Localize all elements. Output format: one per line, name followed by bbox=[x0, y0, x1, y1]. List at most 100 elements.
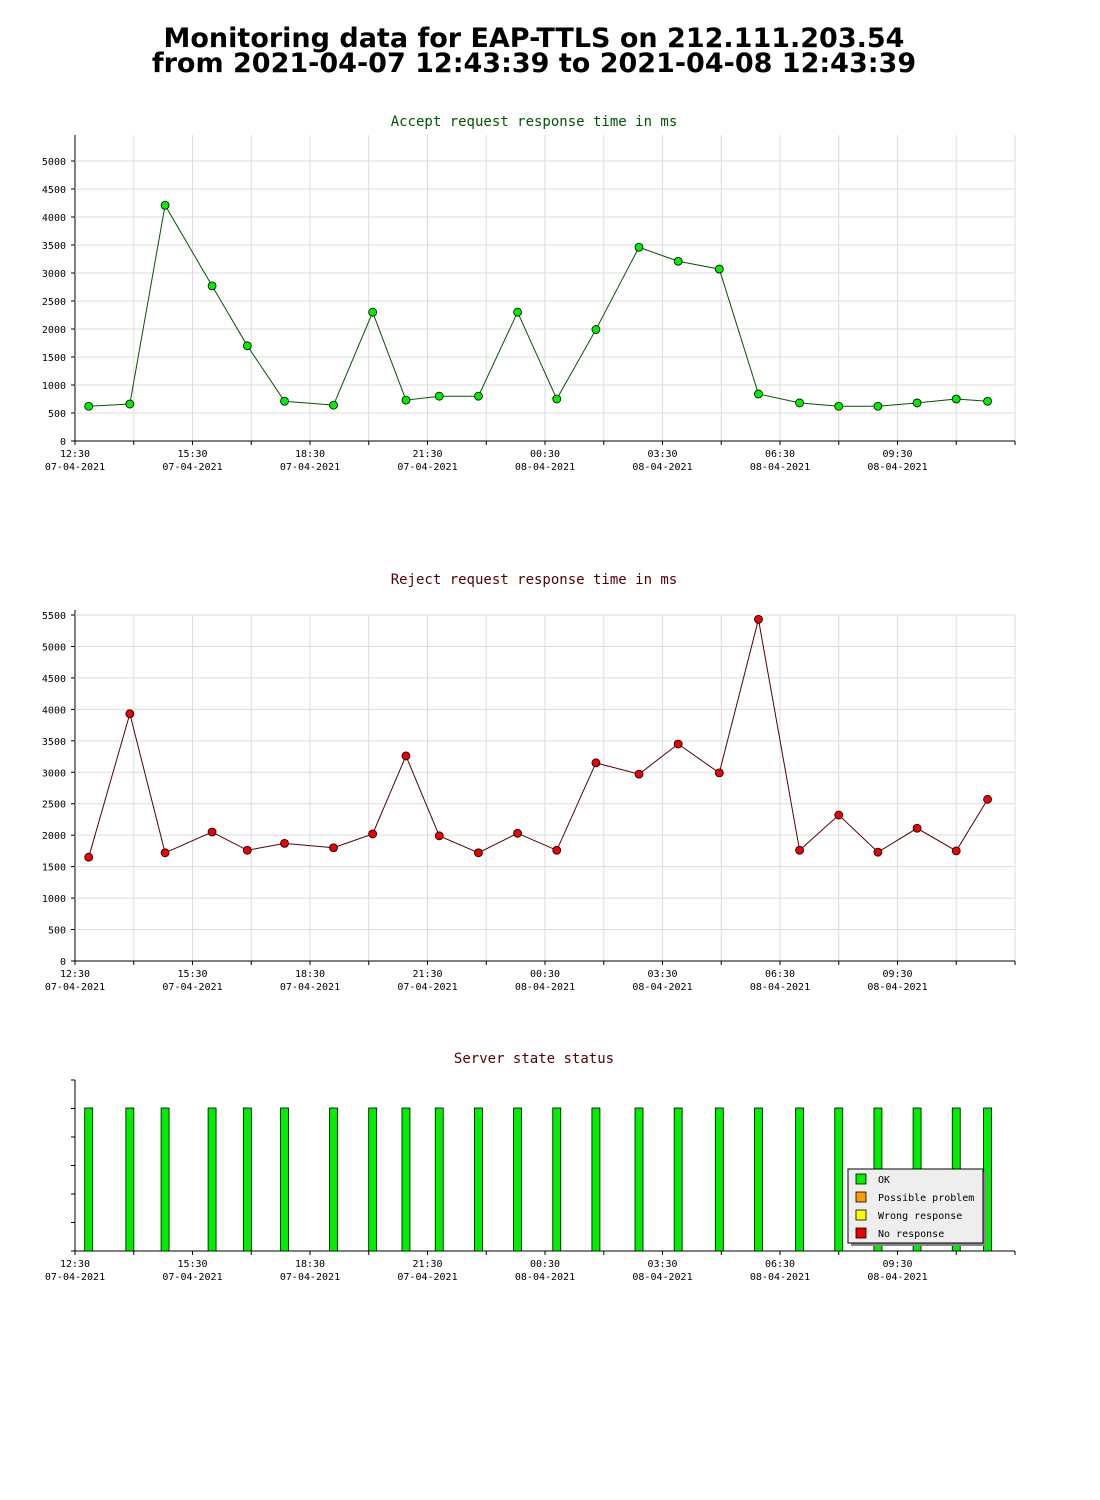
data-point bbox=[754, 615, 763, 624]
data-point bbox=[368, 829, 378, 839]
data-point bbox=[834, 401, 844, 411]
legend-label: No response bbox=[878, 1229, 944, 1240]
data-point bbox=[513, 828, 522, 838]
x-tick-label-time: 15:30 bbox=[177, 969, 207, 980]
x-tick-label-time: 09:30 bbox=[882, 449, 912, 460]
status-bar bbox=[160, 1107, 170, 1252]
chart-title: Server state status bbox=[454, 1051, 614, 1067]
legend-label: Possible problem bbox=[878, 1193, 974, 1204]
y-tick-label: 1000 bbox=[42, 894, 66, 905]
legend-swatch bbox=[855, 1209, 867, 1221]
accept-response-time-chart: Accept request response time in ms12:300… bbox=[42, 114, 1016, 473]
y-tick-label: 2500 bbox=[42, 297, 66, 308]
data-point bbox=[873, 847, 883, 857]
y-tick-label: 0 bbox=[60, 437, 66, 448]
data-point bbox=[84, 852, 94, 862]
data-point bbox=[160, 848, 170, 858]
x-tick-label-date: 07-04-2021 bbox=[162, 982, 222, 993]
data-point bbox=[634, 242, 644, 252]
data-point bbox=[513, 307, 522, 317]
status-bar bbox=[474, 1107, 483, 1252]
legend-label: Wrong response bbox=[878, 1211, 962, 1222]
x-tick-label-date: 08-04-2021 bbox=[515, 462, 575, 473]
x-tick-label-date: 08-04-2021 bbox=[515, 982, 575, 993]
x-tick-label-date: 07-04-2021 bbox=[162, 1272, 222, 1283]
data-point bbox=[912, 398, 922, 408]
data-point bbox=[673, 256, 683, 266]
y-tick-label: 0 bbox=[60, 957, 66, 968]
status-bar bbox=[834, 1107, 844, 1252]
legend-box bbox=[847, 1168, 984, 1244]
status-bar bbox=[673, 1107, 683, 1252]
series-line bbox=[88, 203, 988, 407]
x-tick-label-time: 06:30 bbox=[765, 449, 795, 460]
x-tick-label-date: 08-04-2021 bbox=[867, 982, 927, 993]
data-point bbox=[673, 739, 683, 749]
data-point bbox=[329, 400, 338, 410]
data-point bbox=[434, 831, 444, 841]
x-tick-label-time: 21:30 bbox=[412, 1259, 442, 1270]
y-tick-label: 4000 bbox=[42, 705, 66, 716]
x-tick-label-time: 03:30 bbox=[647, 1259, 677, 1270]
legend-swatch bbox=[855, 1227, 867, 1239]
server-state-status-chart: Server state status 12:30 07-04-2021 15:30 0… bbox=[45, 1051, 1016, 1283]
x-tick-label-time: 06:30 bbox=[765, 1259, 795, 1270]
reject-response-time-chart: Reject request response time in ms12:300… bbox=[42, 572, 1016, 993]
x-tick-label-date: 07-04-2021 bbox=[397, 462, 457, 473]
data-point bbox=[714, 264, 724, 274]
x-tick-label-date: 08-04-2021 bbox=[750, 462, 810, 473]
x-tick-label-date: 07-04-2021 bbox=[162, 462, 222, 473]
data-point bbox=[714, 768, 724, 778]
data-point bbox=[401, 395, 411, 405]
status-bar bbox=[280, 1107, 289, 1252]
x-tick-label-time: 12:30 bbox=[60, 969, 90, 980]
y-tick-label: 3500 bbox=[42, 241, 66, 252]
data-point bbox=[434, 391, 444, 401]
data-point bbox=[754, 389, 763, 399]
x-tick-label-time: 03:30 bbox=[647, 969, 677, 980]
x-tick-label-time: 21:30 bbox=[412, 969, 442, 980]
y-tick-label: 4000 bbox=[42, 213, 66, 224]
y-tick-label: 2000 bbox=[42, 831, 66, 842]
x-tick-label-date: 08-04-2021 bbox=[867, 1272, 927, 1283]
page-title-line-2: from 2021-04-07 12:43:39 to 2021-04-08 1… bbox=[151, 48, 917, 79]
y-tick-label: 4500 bbox=[42, 185, 66, 196]
y-tick-label: 2500 bbox=[42, 800, 66, 811]
x-tick-label-date: 08-04-2021 bbox=[867, 462, 927, 473]
series-line bbox=[88, 619, 989, 858]
x-tick-label-time: 00:30 bbox=[530, 969, 560, 980]
status-bar bbox=[207, 1107, 217, 1252]
data-point bbox=[242, 845, 252, 855]
status-bar bbox=[84, 1107, 94, 1252]
y-tick-label: 5000 bbox=[42, 157, 66, 168]
status-bar bbox=[795, 1107, 804, 1252]
y-tick-label: 2000 bbox=[42, 325, 66, 336]
y-tick-label: 4500 bbox=[42, 674, 66, 685]
data-point bbox=[207, 281, 217, 291]
y-tick-label: 5000 bbox=[42, 642, 66, 653]
data-point bbox=[873, 401, 883, 411]
y-tick-label: 1000 bbox=[42, 381, 66, 392]
y-tick-label: 1500 bbox=[42, 863, 66, 874]
data-point bbox=[280, 838, 289, 848]
x-tick-label-date: 07-04-2021 bbox=[280, 982, 340, 993]
data-point bbox=[983, 794, 992, 804]
data-point bbox=[834, 810, 844, 820]
x-tick-label-date: 07-04-2021 bbox=[45, 462, 105, 473]
x-tick-label-time: 15:30 bbox=[177, 449, 207, 460]
chart-title: Accept request response time in ms bbox=[391, 114, 678, 130]
y-tick-label: 3000 bbox=[42, 269, 66, 280]
legend-label: OK bbox=[878, 1175, 890, 1186]
data-point bbox=[474, 391, 483, 401]
x-tick-label-time: 12:30 bbox=[60, 1259, 90, 1270]
status-bar bbox=[242, 1107, 252, 1252]
data-point bbox=[401, 751, 411, 761]
chart-title: Reject request response time in ms bbox=[391, 572, 678, 588]
status-bar bbox=[591, 1107, 601, 1252]
x-tick-label-time: 03:30 bbox=[647, 449, 677, 460]
data-point bbox=[280, 396, 289, 406]
status-bar bbox=[368, 1107, 378, 1252]
page-title-line-1: Monitoring data for EAP-TTLS on 212.111.… bbox=[163, 23, 905, 54]
legend-swatch bbox=[855, 1191, 867, 1203]
data-point bbox=[474, 848, 483, 858]
